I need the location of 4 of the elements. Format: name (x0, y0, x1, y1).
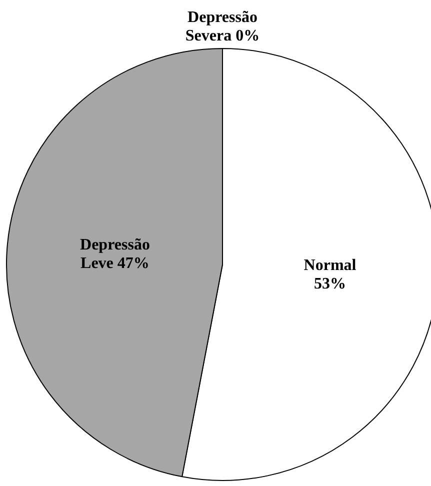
slice-label: Depressão Leve 47% (80, 236, 150, 272)
data-label: 53% (314, 276, 346, 293)
slice-label: Normal (304, 256, 357, 274)
category-label: Depressão Severa 0% (185, 9, 260, 45)
